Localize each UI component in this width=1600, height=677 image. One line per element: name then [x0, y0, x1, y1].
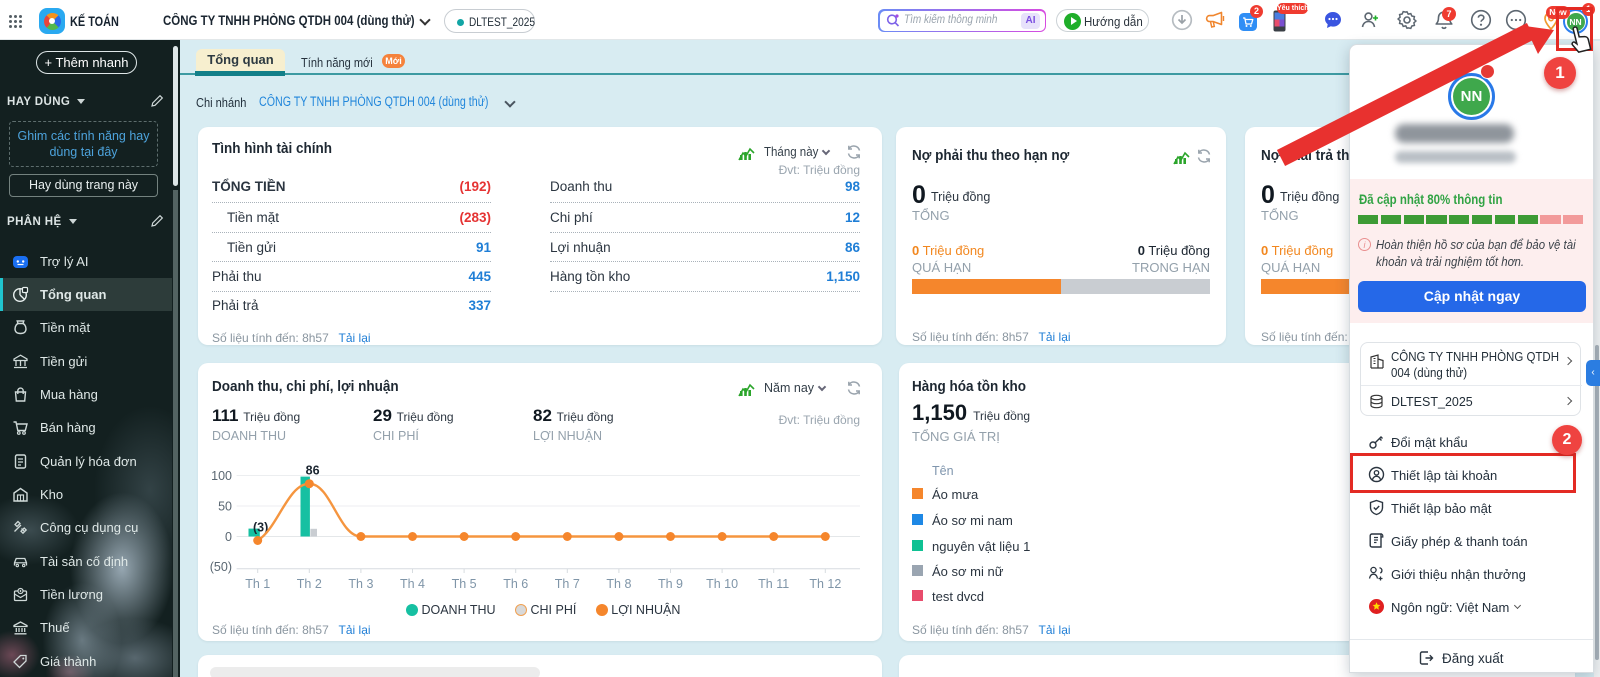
svg-text:Th 7: Th 7 — [555, 577, 580, 591]
svg-text:(50): (50) — [210, 560, 232, 574]
svg-text:86: 86 — [306, 464, 320, 478]
svg-text:Th 4: Th 4 — [400, 577, 425, 591]
svg-text:Th 9: Th 9 — [658, 577, 683, 591]
svg-text:Th 10: Th 10 — [706, 577, 738, 591]
svg-text:(3): (3) — [253, 521, 268, 535]
svg-text:Th 8: Th 8 — [606, 577, 631, 591]
svg-text:Th 12: Th 12 — [809, 577, 841, 591]
svg-text:Th 2: Th 2 — [297, 577, 322, 591]
svg-text:0: 0 — [225, 530, 232, 544]
svg-text:Th 11: Th 11 — [758, 577, 789, 591]
svg-text:Th 5: Th 5 — [452, 577, 477, 591]
svg-text:Th 3: Th 3 — [348, 577, 373, 591]
svg-text:Th 1: Th 1 — [245, 577, 270, 591]
svg-text:50: 50 — [218, 500, 232, 514]
svg-text:100: 100 — [211, 469, 232, 483]
svg-text:Th 6: Th 6 — [503, 577, 528, 591]
